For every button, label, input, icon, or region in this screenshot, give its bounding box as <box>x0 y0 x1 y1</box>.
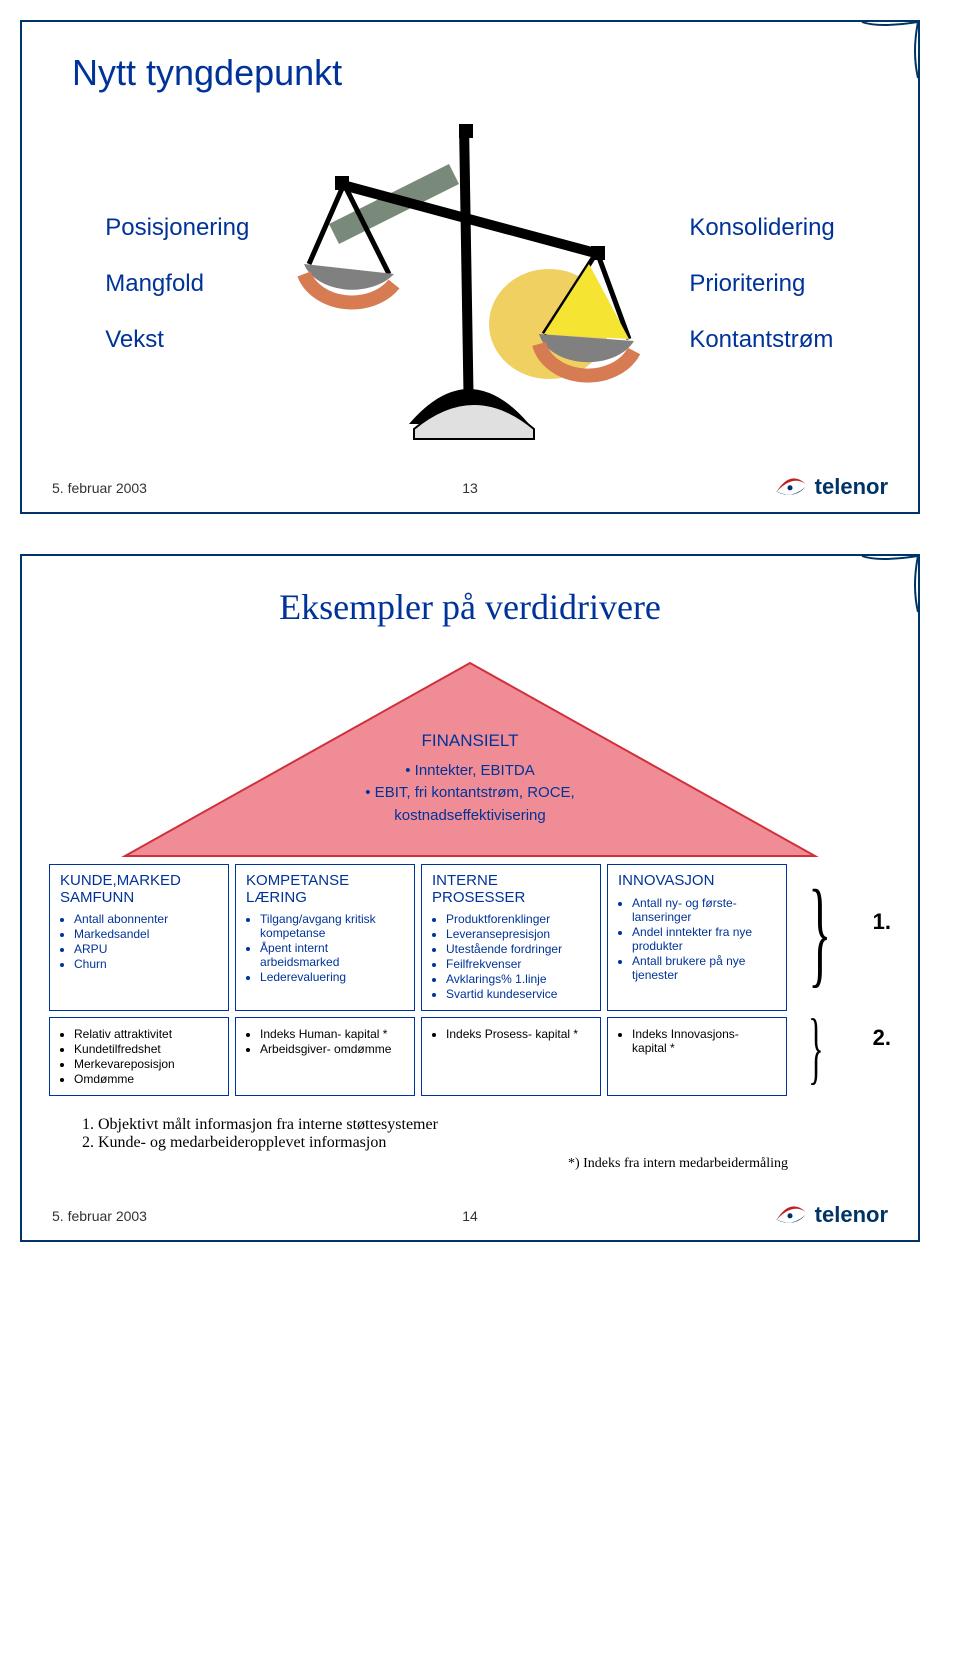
box-head: INTERNE PROSESSER <box>432 873 590 906</box>
box-list: Indeks Human- kapital *Arbeidsgiver- omd… <box>246 1027 404 1056</box>
box-list-item: Indeks Innovasjons- kapital * <box>632 1027 776 1055</box>
box-list-item: Produktforenklinger <box>446 912 590 926</box>
row1-box-3: INNOVASJON Antall ny- og første- lanserin… <box>607 864 787 1011</box>
box-list: Relativ attraktivitetKundetilfredshetMer… <box>60 1027 218 1086</box>
slide-2: Eksempler på verdidrivere FINANSIELT • I… <box>20 554 920 1242</box>
star-note: *) Indeks fra intern medarbeidermåling <box>52 1156 788 1172</box>
footer-page-2: 14 <box>442 1208 498 1224</box>
box-list: Indeks Prosess- kapital * <box>432 1027 590 1041</box>
box-list-item: Avklarings% 1.linje <box>446 972 590 986</box>
s1-left-1: Mangfold <box>105 270 249 298</box>
box-list-item: Leveransepresisjon <box>446 927 590 941</box>
box-list-item: Arbeidsgiver- omdømme <box>260 1042 404 1056</box>
box-list-item: Antall brukere på nye tjenester <box>632 954 776 982</box>
footer-page: 13 <box>442 480 498 496</box>
box-list-item: Indeks Prosess- kapital * <box>446 1027 590 1041</box>
footer-date: 5. februar 2003 <box>52 480 442 496</box>
row2-box-3: Indeks Innovasjons- kapital * <box>607 1017 787 1096</box>
box-list: Tilgang/avgang kritisk kompetanseÅpent i… <box>246 912 404 984</box>
s1-right-0: Konsolidering <box>689 214 834 242</box>
box-list-item: Andel inntekter fra nye produkter <box>632 925 776 953</box>
telenor-logo: telenor <box>773 474 888 500</box>
tri-header: FINANSIELT <box>120 728 820 754</box>
box-list-item: Utestående fordringer <box>446 942 590 956</box>
s1-left-0: Posisjonering <box>105 214 249 242</box>
boxes-wrap: KUNDE,MARKED SAMFUNN Antall abonnenterMar… <box>52 864 888 1096</box>
side-one: 1. <box>873 909 891 935</box>
box-list-item: Svartid kundeservice <box>446 987 590 1001</box>
slide1-footer: 5. februar 2003 13 telenor <box>52 474 888 502</box>
box-list-item: Churn <box>74 957 218 971</box>
row1-box-1: KOMPETANSE LÆRING Tilgang/avgang kritisk … <box>235 864 415 1011</box>
brace-2: } <box>808 1013 831 1083</box>
corner-cut <box>848 22 918 92</box>
logo-text-2: telenor <box>815 1202 888 1228</box>
side-two: 2. <box>873 1025 891 1051</box>
box-list-item: Relativ attraktivitet <box>74 1027 218 1041</box>
slide2-footer: 5. februar 2003 14 telenor <box>52 1202 888 1230</box>
telenor-swirl-icon-2 <box>773 1203 807 1227</box>
box-list-item: Feilfrekvenser <box>446 957 590 971</box>
slide2-title: Eksempler på verdidrivere <box>52 586 888 628</box>
slide1-body: Posisjonering Mangfold Vekst <box>52 124 888 444</box>
row2-box-1: Indeks Human- kapital *Arbeidsgiver- omd… <box>235 1017 415 1096</box>
side-labels: 1. 2. <box>853 864 891 1096</box>
box-head: INNOVASJON <box>618 873 776 890</box>
box-list: Antall abonnenterMarkedsandelARPUChurn <box>60 912 218 971</box>
row2-box-0: Relativ attraktivitetKundetilfredshetMer… <box>49 1017 229 1096</box>
box-list: Indeks Innovasjons- kapital * <box>618 1027 776 1055</box>
tri-line1: • Inntekter, EBITDA <box>120 760 820 783</box>
box-list: Antall ny- og første- lanseringerAndel i… <box>618 896 776 982</box>
row1-box-2: INTERNE PROSESSER ProduktforenklingerLeve… <box>421 864 601 1011</box>
slide-1: Nytt tyngdepunkt Posisjonering Mangfold … <box>20 20 920 514</box>
note1: 1. Objektivt målt informasjon fra intern… <box>82 1116 888 1134</box>
box-head: KUNDE,MARKED SAMFUNN <box>60 873 218 906</box>
box-list-item: Antall abonnenter <box>74 912 218 926</box>
s1-right-1: Prioritering <box>689 270 834 298</box>
row1-box-0: KUNDE,MARKED SAMFUNN Antall abonnenterMar… <box>49 864 229 1011</box>
telenor-logo-2: telenor <box>773 1202 888 1228</box>
box-list-item: Tilgang/avgang kritisk kompetanse <box>260 912 404 940</box>
slide1-title: Nytt tyngdepunkt <box>72 52 888 94</box>
boxes-row1: KUNDE,MARKED SAMFUNN Antall abonnenterMar… <box>49 864 787 1011</box>
slide1-left-col: Posisjonering Mangfold Vekst <box>105 214 249 354</box>
box-list-item: ARPU <box>74 942 218 956</box>
box-list-item: Kundetilfredshet <box>74 1042 218 1056</box>
box-list-item: Indeks Human- kapital * <box>260 1027 404 1041</box>
corner-cut-2 <box>848 556 918 626</box>
s1-left-2: Vekst <box>105 326 249 354</box>
brace-1: } <box>808 877 831 987</box>
triangle-section: FINANSIELT • Inntekter, EBITDA • EBIT, f… <box>120 658 820 858</box>
box-list-item: Åpent internt arbeidsmarked <box>260 941 404 969</box>
note2: 2. Kunde- og medarbeideropplevet informa… <box>82 1134 888 1152</box>
tri-line3: kostnadseffektivisering <box>120 805 820 828</box>
box-list-item: Markedsandel <box>74 927 218 941</box>
notes: 1. Objektivt målt informasjon fra intern… <box>82 1116 888 1152</box>
box-list-item: Merkevareposisjon <box>74 1057 218 1071</box>
box-list-item: Antall ny- og første- lanseringer <box>632 896 776 924</box>
tri-line2: • EBIT, fri kontantstrøm, ROCE, <box>120 782 820 805</box>
box-list-item: Omdømme <box>74 1072 218 1086</box>
footer-date-2: 5. februar 2003 <box>52 1208 442 1224</box>
brace-column: } } <box>807 864 833 1096</box>
box-list-item: Lederevaluering <box>260 970 404 984</box>
telenor-swirl-icon <box>773 475 807 499</box>
logo-text: telenor <box>815 474 888 500</box>
box-list: ProduktforenklingerLeveransepresisjonUte… <box>432 912 590 1001</box>
balance-scale-icon <box>289 124 649 444</box>
box-head: KOMPETANSE LÆRING <box>246 873 404 906</box>
row2-box-2: Indeks Prosess- kapital * <box>421 1017 601 1096</box>
s1-right-2: Kontantstrøm <box>689 326 834 354</box>
triangle-text: FINANSIELT • Inntekter, EBITDA • EBIT, f… <box>120 728 820 827</box>
slide1-right-col: Konsolidering Prioritering Kontantstrøm <box>689 214 834 354</box>
boxes-row2: Relativ attraktivitetKundetilfredshetMer… <box>49 1017 787 1096</box>
